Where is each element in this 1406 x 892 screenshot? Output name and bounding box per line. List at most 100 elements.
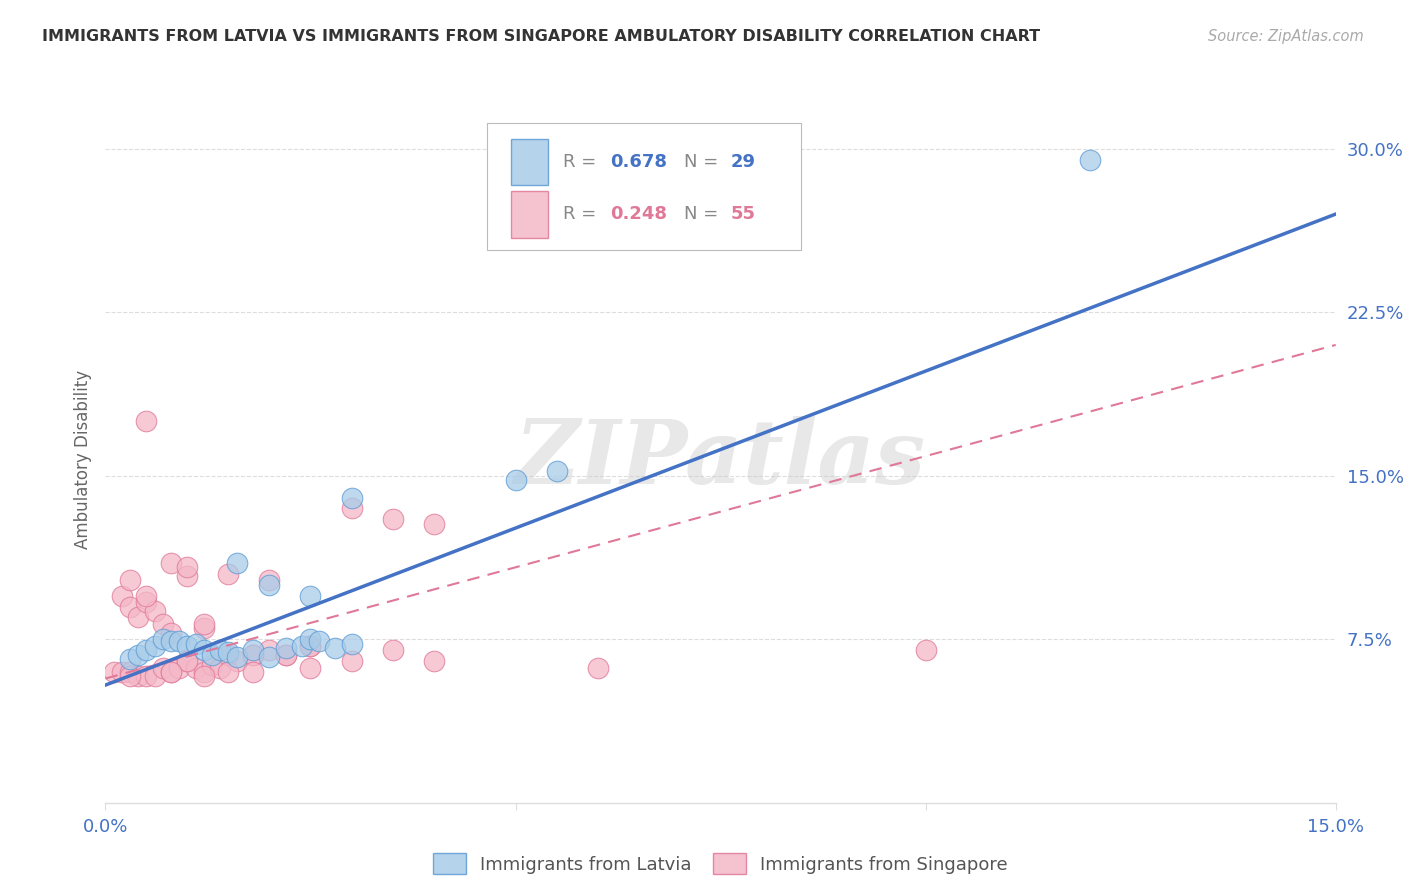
Point (201, 658, 224, 673)
Point (160, 665, 183, 679)
Point (274, 648, 297, 662)
Text: 55: 55 (731, 205, 755, 223)
Point (135, 414, 157, 428)
Text: N =: N = (683, 153, 724, 171)
Point (291, 639, 314, 653)
Point (299, 660, 322, 674)
Point (340, 501, 363, 516)
Point (193, 665, 215, 679)
Point (259, 649, 281, 664)
Point (120, 669, 141, 683)
Point (152, 617, 174, 632)
Point (143, 669, 166, 683)
Point (176, 654, 198, 668)
Point (111, 589, 134, 603)
Point (274, 648, 297, 662)
Text: 0.678: 0.678 (610, 153, 666, 171)
Point (218, 648, 240, 662)
Point (209, 643, 232, 657)
Point (242, 648, 264, 662)
Point (299, 639, 322, 653)
Text: R =: R = (564, 153, 602, 171)
Point (1078, 153, 1101, 167)
Text: 0.248: 0.248 (610, 205, 666, 223)
Point (127, 648, 149, 662)
Point (176, 654, 198, 668)
Point (299, 639, 322, 653)
Text: IMMIGRANTS FROM LATVIA VS IMMIGRANTS FROM SINGAPORE AMBULATORY DISABILITY CORREL: IMMIGRANTS FROM LATVIA VS IMMIGRANTS FRO… (42, 29, 1040, 45)
Y-axis label: Ambulatory Disability: Ambulatory Disability (73, 370, 91, 549)
Point (152, 632, 174, 647)
Point (259, 578, 281, 592)
Point (193, 669, 215, 683)
Point (242, 648, 264, 662)
Point (160, 556, 183, 570)
Point (323, 640, 346, 655)
Point (103, 665, 125, 679)
Text: ZIPatlas: ZIPatlas (515, 417, 927, 502)
Point (225, 556, 247, 570)
Point (160, 625, 183, 640)
FancyBboxPatch shape (512, 191, 548, 237)
Point (135, 589, 157, 603)
Point (184, 637, 207, 651)
Point (111, 665, 134, 679)
Point (218, 566, 240, 581)
Text: 29: 29 (731, 153, 755, 171)
Legend: Immigrants from Latvia, Immigrants from Singapore: Immigrants from Latvia, Immigrants from … (425, 844, 1017, 883)
Point (340, 637, 363, 651)
Point (259, 643, 281, 657)
Point (176, 569, 198, 583)
Point (176, 639, 198, 653)
Point (127, 610, 149, 624)
Point (135, 643, 157, 657)
Point (193, 621, 215, 635)
Text: N =: N = (683, 205, 724, 223)
Point (135, 669, 157, 683)
Point (225, 649, 247, 664)
Point (160, 665, 183, 679)
FancyBboxPatch shape (486, 123, 800, 250)
Point (209, 660, 232, 674)
Point (381, 512, 404, 526)
FancyBboxPatch shape (512, 138, 548, 186)
Point (176, 560, 198, 574)
Point (259, 574, 281, 588)
Point (169, 634, 191, 648)
Text: R =: R = (564, 205, 602, 223)
Point (218, 645, 240, 659)
Point (381, 643, 404, 657)
Point (120, 599, 141, 614)
Point (120, 574, 141, 588)
Point (299, 632, 322, 647)
Point (546, 464, 568, 478)
Point (218, 665, 240, 679)
Point (308, 634, 330, 648)
Point (143, 639, 166, 653)
Point (120, 665, 141, 679)
Text: Source: ZipAtlas.com: Source: ZipAtlas.com (1208, 29, 1364, 45)
Point (184, 660, 207, 674)
Point (586, 660, 609, 674)
Point (143, 604, 166, 618)
Point (201, 648, 224, 662)
Point (127, 669, 149, 683)
Point (242, 643, 264, 657)
Point (422, 516, 444, 531)
Point (274, 640, 297, 655)
Point (299, 589, 322, 603)
Point (340, 654, 363, 668)
Point (505, 473, 527, 487)
Point (120, 652, 141, 666)
Point (160, 634, 183, 648)
Point (422, 654, 444, 668)
Point (193, 617, 215, 632)
Point (242, 665, 264, 679)
Point (193, 643, 215, 657)
Point (169, 660, 191, 674)
Point (914, 643, 936, 657)
Point (152, 660, 174, 674)
Point (225, 654, 247, 668)
Point (135, 595, 157, 609)
Point (340, 491, 363, 505)
